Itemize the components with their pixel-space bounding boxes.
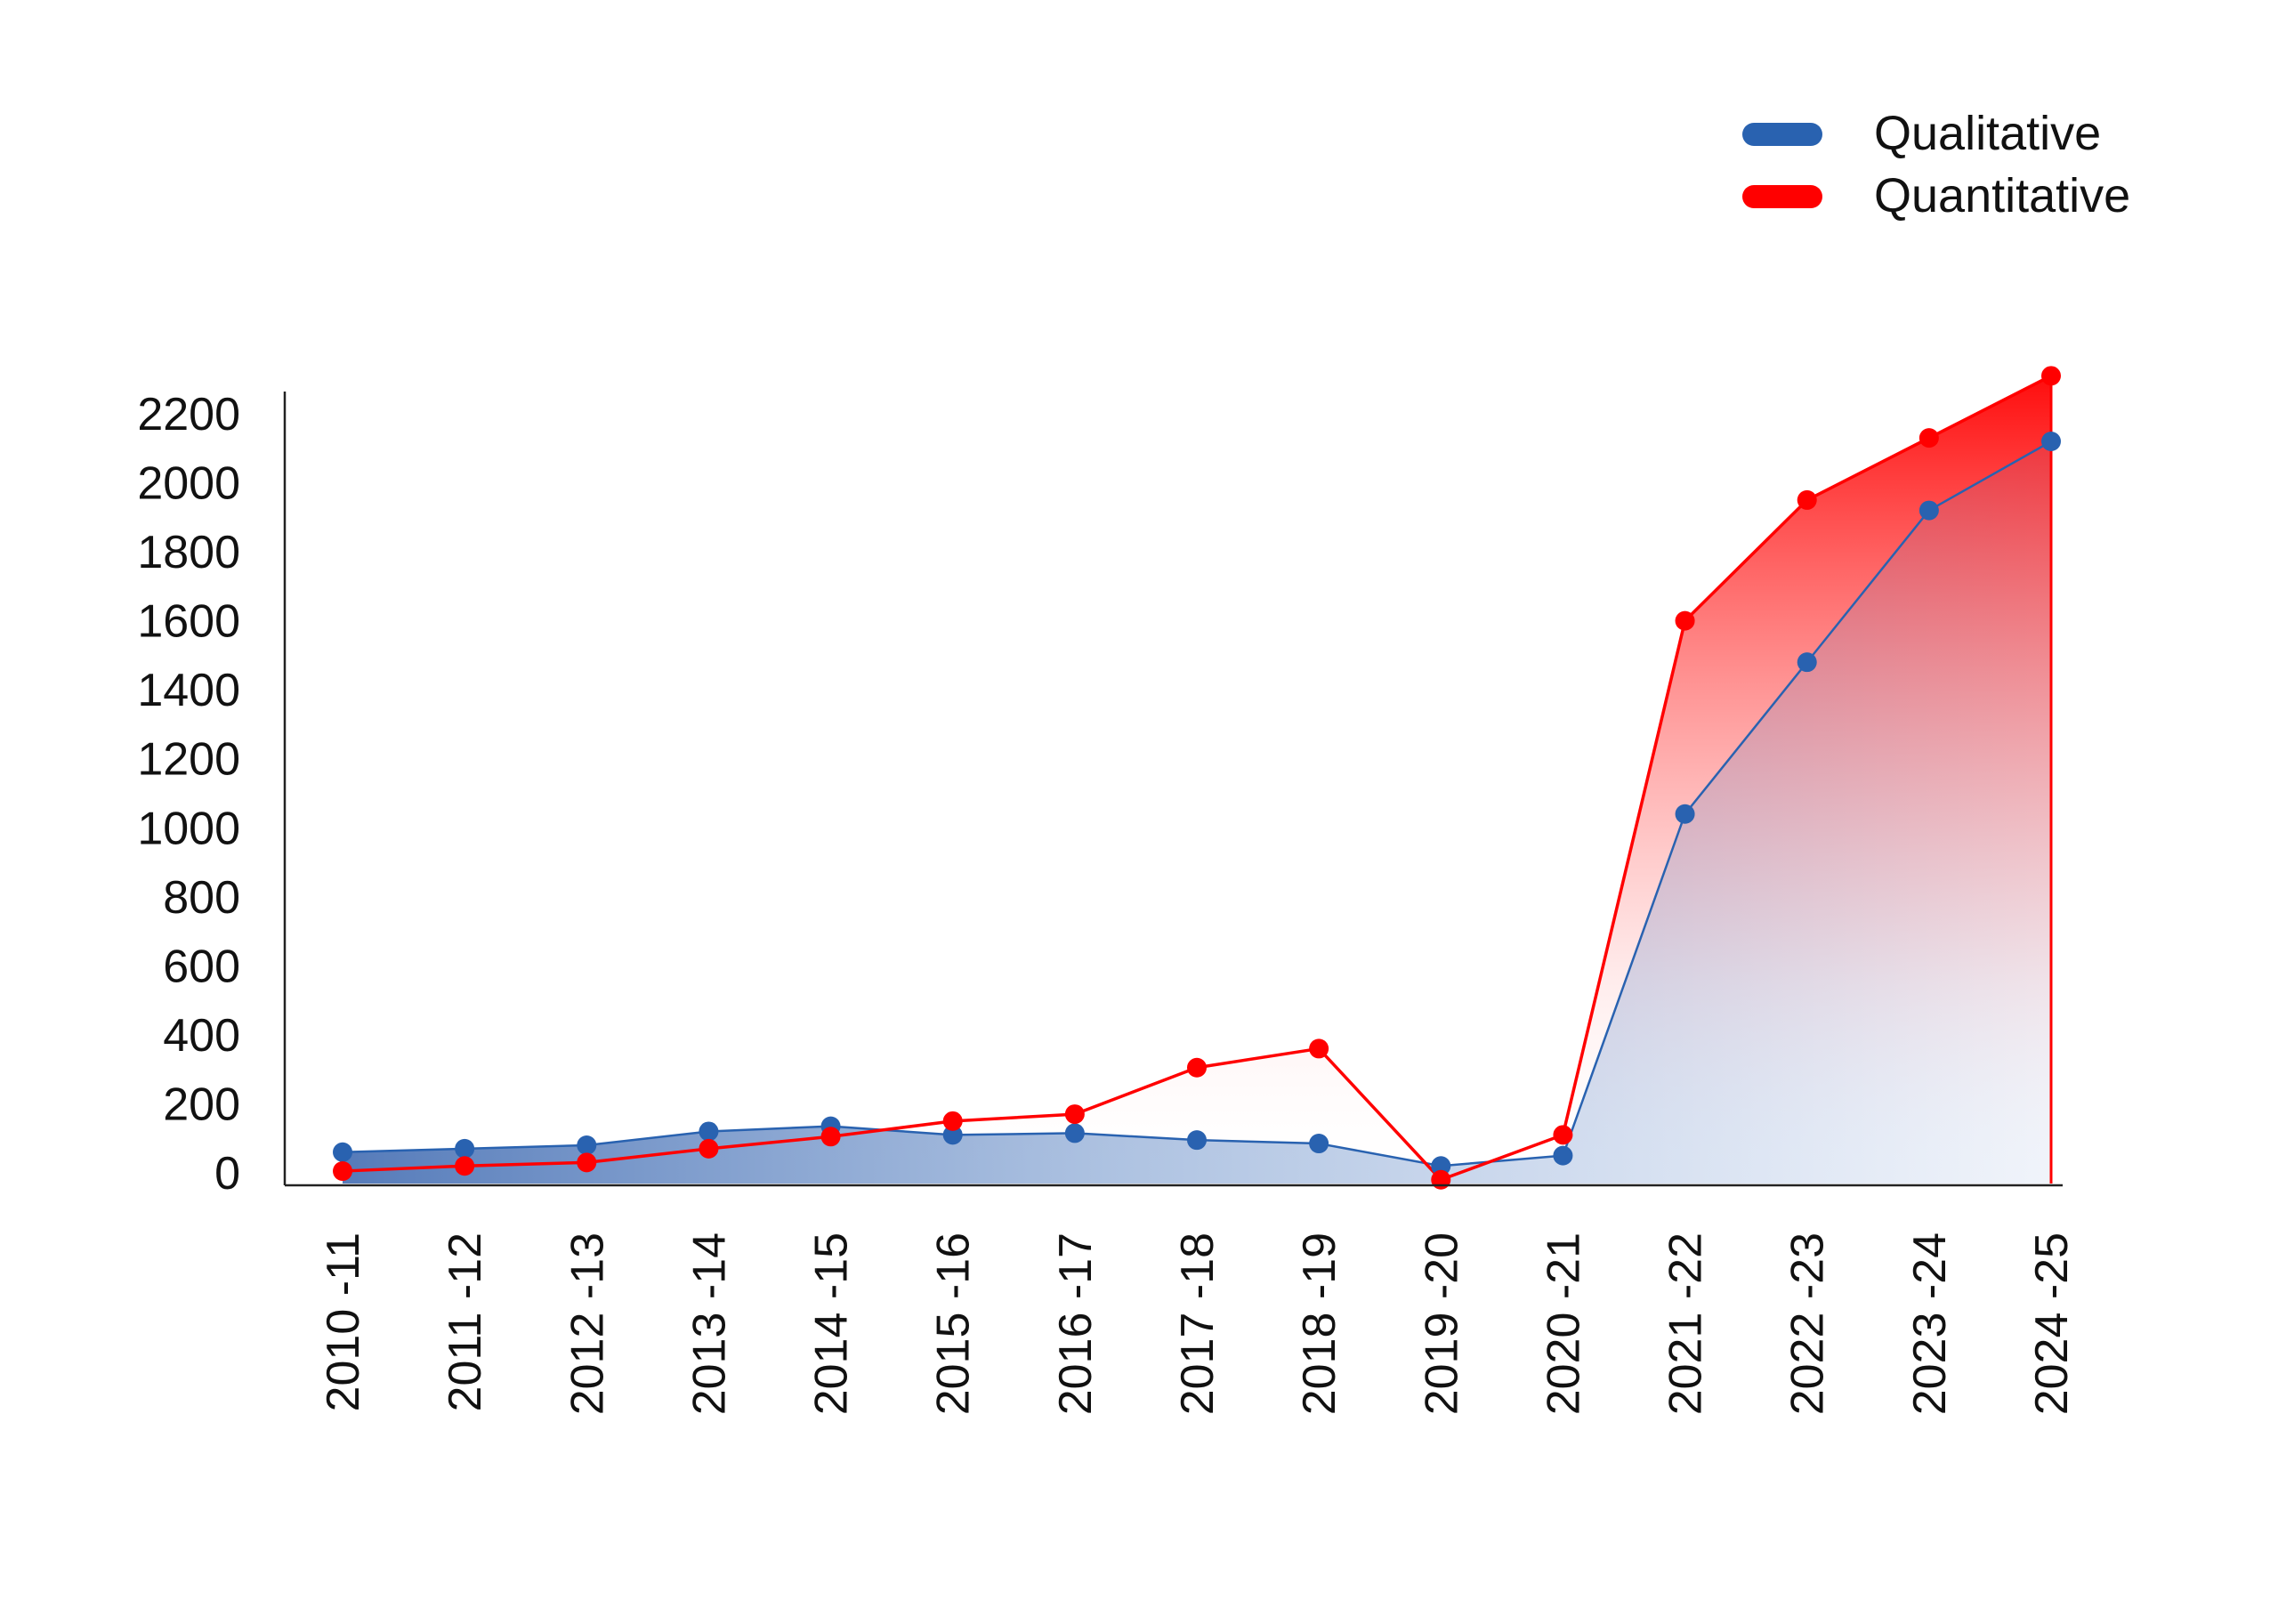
x-tick-label: 2019 -20: [1416, 1232, 1467, 1415]
x-tick-label: 2020 -21: [1538, 1232, 1589, 1415]
data-point-qualitative-2[interactable]: [577, 1135, 597, 1155]
data-point-quantitative-2[interactable]: [577, 1152, 597, 1173]
data-point-quantitative-1[interactable]: [455, 1156, 475, 1176]
data-point-quantitative-4[interactable]: [820, 1127, 841, 1147]
x-tick-label: 2024 -25: [2026, 1232, 2078, 1415]
data-point-qualitative-14[interactable]: [2041, 432, 2061, 452]
y-tick-label: 1000: [137, 803, 240, 854]
data-point-quantitative-3[interactable]: [699, 1138, 719, 1159]
series-area-qualitative: [343, 441, 2051, 1184]
data-point-quantitative-6[interactable]: [1064, 1104, 1085, 1125]
data-point-quantitative-13[interactable]: [1919, 428, 1939, 448]
y-tick-label: 400: [163, 1010, 240, 1062]
x-tick-label: 2012 -13: [561, 1232, 613, 1415]
data-point-qualitative-0[interactable]: [333, 1142, 352, 1162]
y-tick-label: 800: [163, 872, 240, 924]
data-point-quantitative-11[interactable]: [1675, 610, 1695, 631]
data-point-qualitative-9[interactable]: [1431, 1156, 1451, 1176]
data-point-qualitative-8[interactable]: [1309, 1134, 1329, 1154]
data-point-quantitative-14[interactable]: [2041, 366, 2061, 386]
data-point-quantitative-12[interactable]: [1797, 489, 1817, 510]
legend-swatch-quantitative: [1742, 185, 1822, 208]
data-point-qualitative-1[interactable]: [455, 1138, 475, 1159]
data-point-qualitative-6[interactable]: [1064, 1123, 1085, 1143]
data-point-qualitative-10[interactable]: [1553, 1145, 1573, 1166]
data-point-qualitative-12[interactable]: [1797, 652, 1817, 673]
y-tick-label: 600: [163, 941, 240, 992]
x-tick-label: 2016 -17: [1050, 1232, 1102, 1415]
data-point-qualitative-3[interactable]: [699, 1121, 719, 1142]
data-point-quantitative-5[interactable]: [942, 1111, 963, 1131]
data-point-quantitative-0[interactable]: [333, 1161, 352, 1182]
x-tick-label: 2022 -23: [1782, 1232, 1834, 1415]
y-tick-label: 2000: [137, 458, 240, 510]
data-point-qualitative-7[interactable]: [1187, 1130, 1207, 1151]
y-tick-label: 2200: [137, 389, 240, 440]
x-tick-label: 2017 -18: [1172, 1232, 1224, 1415]
x-tick-label: 2015 -16: [928, 1232, 980, 1415]
data-point-quantitative-8[interactable]: [1309, 1038, 1329, 1059]
data-point-qualitative-5[interactable]: [942, 1125, 963, 1145]
legend-label-quantitative: Quantitative: [1874, 169, 2130, 222]
data-point-qualitative-11[interactable]: [1675, 804, 1695, 824]
x-tick-label: 2021 -22: [1660, 1232, 1712, 1415]
x-tick-label: 2013 -14: [683, 1232, 735, 1415]
data-point-qualitative-13[interactable]: [1919, 500, 1939, 521]
x-tick-label: 2011 -12: [440, 1232, 491, 1411]
x-tick-label: 2014 -15: [806, 1232, 858, 1415]
data-point-quantitative-9[interactable]: [1431, 1169, 1451, 1190]
y-tick-label: 1600: [137, 596, 240, 648]
y-tick-label: 200: [163, 1079, 240, 1130]
y-tick-label: 0: [214, 1148, 240, 1200]
y-tick-label: 1400: [137, 665, 240, 716]
legend-swatch-qualitative: [1742, 123, 1822, 146]
y-tick-label: 1800: [137, 527, 240, 578]
data-point-quantitative-10[interactable]: [1553, 1125, 1573, 1145]
y-tick-label: 1200: [137, 734, 240, 786]
x-tick-label: 2023 -24: [1904, 1232, 1956, 1415]
x-tick-label: 2010 -11: [318, 1232, 369, 1411]
x-tick-label: 2018 -19: [1294, 1232, 1345, 1415]
data-point-quantitative-7[interactable]: [1187, 1057, 1207, 1078]
legend-label-qualitative: Qualitative: [1874, 107, 2101, 160]
